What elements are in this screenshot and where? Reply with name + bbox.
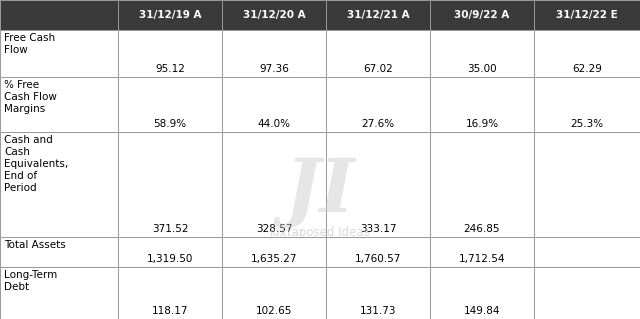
Text: 58.9%: 58.9% — [154, 119, 187, 129]
Bar — [222, 132, 326, 237]
Text: 1,760.57: 1,760.57 — [355, 254, 401, 264]
Text: 118.17: 118.17 — [152, 306, 188, 316]
Bar — [118, 30, 222, 77]
Text: 1,635.27: 1,635.27 — [251, 254, 297, 264]
Text: 1,712.54: 1,712.54 — [459, 254, 505, 264]
Bar — [0, 237, 118, 267]
Bar — [326, 0, 430, 30]
Bar — [326, 132, 430, 237]
Text: 31/12/22 E: 31/12/22 E — [556, 10, 618, 20]
Bar — [534, 132, 640, 237]
Text: 131.73: 131.73 — [360, 306, 396, 316]
Text: 371.52: 371.52 — [152, 224, 188, 234]
Text: % Free
Cash Flow
Margins: % Free Cash Flow Margins — [4, 79, 57, 114]
Text: 31/12/20 A: 31/12/20 A — [243, 10, 305, 20]
Bar — [0, 267, 118, 319]
Bar — [430, 132, 534, 237]
Text: JI: JI — [285, 155, 355, 228]
Bar — [118, 132, 222, 237]
Bar — [118, 267, 222, 319]
Text: Juxtaposed Ideas: Juxtaposed Ideas — [269, 226, 371, 239]
Bar — [0, 77, 118, 132]
Bar — [326, 30, 430, 77]
Text: 25.3%: 25.3% — [570, 119, 604, 129]
Bar — [222, 237, 326, 267]
Text: 102.65: 102.65 — [256, 306, 292, 316]
Text: 97.36: 97.36 — [259, 63, 289, 74]
Text: 27.6%: 27.6% — [362, 119, 395, 129]
Text: 246.85: 246.85 — [464, 224, 500, 234]
Text: 62.29: 62.29 — [572, 63, 602, 74]
Bar — [534, 30, 640, 77]
Text: 149.84: 149.84 — [464, 306, 500, 316]
Text: 1,319.50: 1,319.50 — [147, 254, 193, 264]
Bar — [118, 0, 222, 30]
Bar — [0, 30, 118, 77]
Bar — [222, 267, 326, 319]
Bar — [0, 0, 118, 30]
Bar — [326, 267, 430, 319]
Bar — [534, 0, 640, 30]
Bar — [430, 0, 534, 30]
Bar — [534, 267, 640, 319]
Text: Total Assets: Total Assets — [4, 240, 66, 250]
Bar — [430, 267, 534, 319]
Text: 67.02: 67.02 — [363, 63, 393, 74]
Text: 328.57: 328.57 — [256, 224, 292, 234]
Text: 333.17: 333.17 — [360, 224, 396, 234]
Bar — [430, 77, 534, 132]
Bar — [534, 237, 640, 267]
Text: 16.9%: 16.9% — [465, 119, 499, 129]
Text: 95.12: 95.12 — [155, 63, 185, 74]
Text: 35.00: 35.00 — [467, 63, 497, 74]
Text: 31/12/21 A: 31/12/21 A — [347, 10, 410, 20]
Bar — [326, 77, 430, 132]
Text: Cash and
Cash
Equivalents,
End of
Period: Cash and Cash Equivalents, End of Period — [4, 135, 68, 193]
Bar — [222, 30, 326, 77]
Bar — [222, 77, 326, 132]
Bar — [0, 132, 118, 237]
Text: Free Cash
Flow: Free Cash Flow — [4, 33, 55, 55]
Bar — [118, 77, 222, 132]
Bar — [430, 30, 534, 77]
Bar — [118, 237, 222, 267]
Text: Long-Term
Debt: Long-Term Debt — [4, 270, 57, 292]
Text: 30/9/22 A: 30/9/22 A — [454, 10, 509, 20]
Bar — [430, 237, 534, 267]
Bar — [222, 0, 326, 30]
Bar — [326, 237, 430, 267]
Text: 31/12/19 A: 31/12/19 A — [139, 10, 201, 20]
Bar — [534, 77, 640, 132]
Text: 44.0%: 44.0% — [257, 119, 291, 129]
